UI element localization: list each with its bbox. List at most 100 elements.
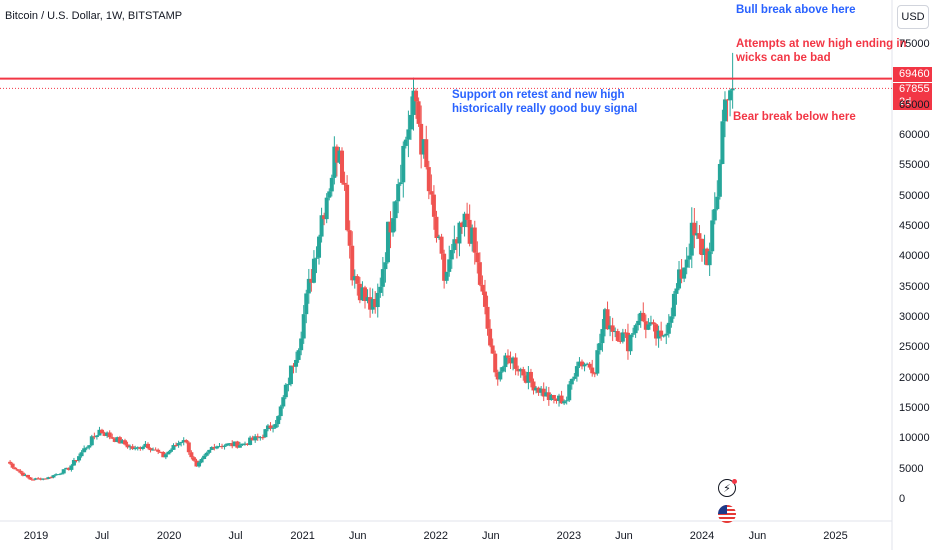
candle-body <box>544 392 549 397</box>
candle-body <box>296 350 301 360</box>
candle-body <box>84 447 89 449</box>
candle-body <box>306 278 311 294</box>
x-tick-label: Jul <box>94 530 110 542</box>
candle-body <box>245 443 250 445</box>
candle-body <box>633 325 638 334</box>
candle-body <box>684 259 689 268</box>
horizontal-line-price-tag: 69460 <box>893 67 932 82</box>
y-tick-label: 45000 <box>899 220 930 232</box>
candle-body <box>258 437 263 439</box>
candle-body <box>521 369 526 376</box>
candle-body <box>725 99 730 101</box>
x-tick-label: Jun <box>348 530 367 542</box>
lightning-icon[interactable]: ⚡ <box>718 479 737 497</box>
candle-body <box>482 291 487 307</box>
candle-body <box>654 324 659 339</box>
candle-body <box>324 197 329 220</box>
candle-body <box>299 338 304 351</box>
candle-body <box>38 478 43 480</box>
y-tick-label: 0 <box>899 493 906 505</box>
annotation-wicks: Attempts at new high ending in wicks can… <box>736 37 907 65</box>
candle-body <box>490 345 495 354</box>
candle-body <box>125 444 130 448</box>
candle-body <box>692 222 697 236</box>
candle-body <box>467 219 472 244</box>
candle-body <box>403 139 408 146</box>
candle-body <box>260 437 265 439</box>
candle-body <box>28 477 33 480</box>
candle-body <box>388 221 393 233</box>
candle-body <box>722 99 727 122</box>
candle-body <box>347 230 352 246</box>
candle-body <box>643 321 648 330</box>
candle-body <box>587 363 592 368</box>
candle-body <box>511 357 516 364</box>
x-tick-label: Jun <box>748 530 767 542</box>
last-price-tag: 67855 2d 16h <box>893 83 932 121</box>
candle-body <box>360 287 365 301</box>
us-flag-icon[interactable] <box>718 505 736 523</box>
candle-body <box>477 262 482 285</box>
candle-body <box>715 196 720 210</box>
candle-body <box>291 365 296 367</box>
candle-body <box>582 364 587 367</box>
candle-body <box>378 286 383 293</box>
candle-body <box>710 220 715 252</box>
candle-body <box>572 376 577 379</box>
candle-body <box>217 446 222 448</box>
candle-body <box>554 398 559 401</box>
candle-body <box>602 309 607 330</box>
candle-body <box>480 284 485 292</box>
candle-body <box>528 371 533 382</box>
candle-body <box>317 236 322 258</box>
candle-body <box>462 213 467 228</box>
candle-body <box>620 332 625 342</box>
candle-body <box>393 201 398 219</box>
candle-body <box>608 325 613 330</box>
candle-body <box>373 299 378 308</box>
candle-body <box>100 429 105 434</box>
candle-body <box>352 276 357 281</box>
candle-body <box>669 316 674 323</box>
candle-body <box>322 215 327 220</box>
candle-body <box>518 369 523 372</box>
candle-body <box>380 269 385 287</box>
candle-body <box>10 463 15 468</box>
candle-body <box>350 245 355 281</box>
annotation-bear-break: Bear break below here <box>733 111 856 123</box>
y-tick-label: 20000 <box>899 371 930 384</box>
candle-body <box>8 461 13 464</box>
candle-body <box>401 145 406 183</box>
y-tick-label: 35000 <box>899 280 930 293</box>
candle-body <box>679 269 684 279</box>
candle-body <box>327 191 332 198</box>
currency-button[interactable]: USD <box>897 5 929 29</box>
candle-body <box>375 292 380 308</box>
candle-body <box>140 446 145 449</box>
candle-body <box>416 101 421 124</box>
candle-body <box>597 343 602 351</box>
candle-body <box>89 436 94 446</box>
candle-body <box>664 333 669 336</box>
candle-body <box>429 191 434 195</box>
candle-body <box>230 443 235 447</box>
candle-body <box>294 359 299 367</box>
candle-body <box>309 278 314 283</box>
candle-body <box>362 287 367 301</box>
candle-body <box>174 445 179 447</box>
candle-body <box>143 443 148 447</box>
candle-body <box>411 90 416 115</box>
candle-body <box>163 454 168 458</box>
candle-body <box>431 194 436 217</box>
candle-body <box>69 465 74 470</box>
candle-body <box>439 236 444 254</box>
candle-body <box>138 447 143 449</box>
candle-body <box>18 470 23 473</box>
candle-body <box>13 467 18 470</box>
candle-body <box>398 182 403 185</box>
candle-body <box>171 445 176 450</box>
candle-body <box>340 150 345 183</box>
candle-body <box>120 440 125 444</box>
candle-body <box>536 387 541 393</box>
